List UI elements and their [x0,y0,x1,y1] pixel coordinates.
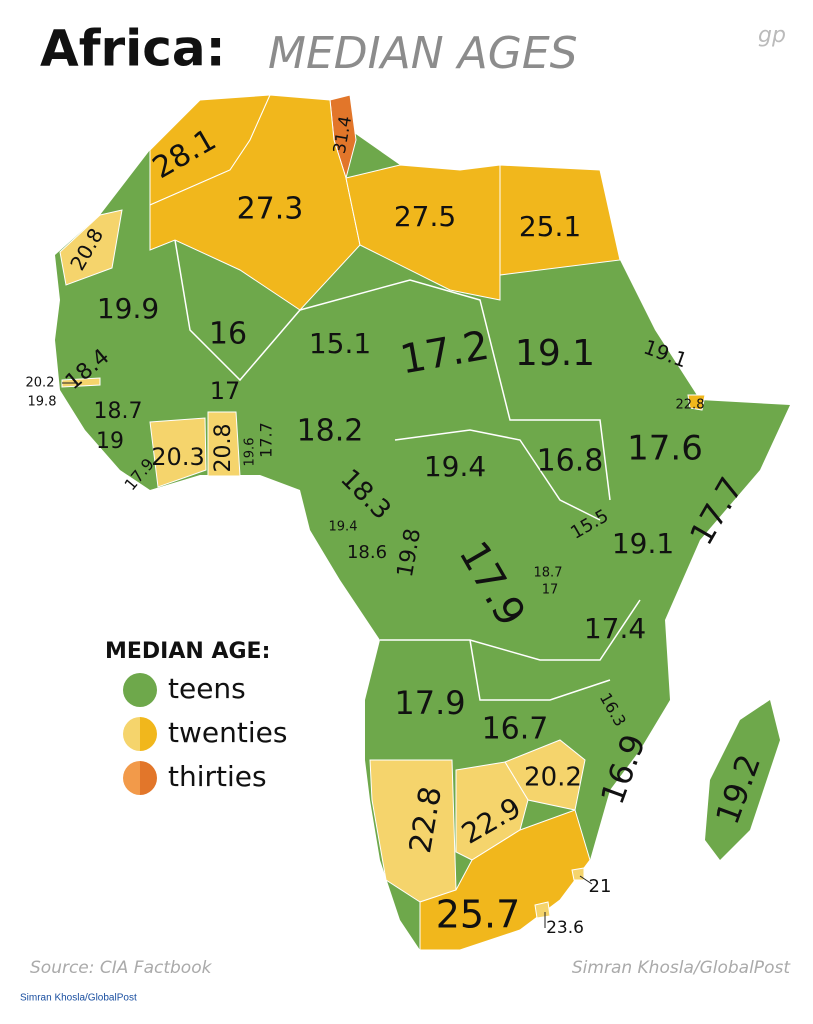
title: Africa: [40,20,226,78]
madagascar-outline [705,700,780,860]
region [419,809,591,951]
region-label: 17.9 [394,684,465,722]
leader-line [579,875,593,885]
region [571,867,585,881]
region-label: 19.6 [243,438,258,467]
credit: Simran Khosla/GlobalPost [572,958,791,978]
legend-swatch [123,717,140,751]
africa-outline [55,95,790,950]
border [394,429,601,521]
legend-label: thirties [168,760,267,793]
subtitle: MEDIAN AGES [268,28,578,79]
region-label: 19.4 [424,450,486,483]
legend-label: twenties [168,716,287,749]
region-label: 20.2 [524,763,582,793]
region-label: 17 [542,583,559,598]
legend-swatch [140,761,157,795]
landmass [55,94,790,951]
region-label: 16 [209,317,247,352]
region-label: 18.7 [94,399,143,424]
legend-swatch [123,673,157,707]
border [299,279,611,501]
caption: Simran Khosla/GlobalPost [20,993,137,1004]
region-label: 19.8 [28,395,57,410]
border [174,239,301,382]
region [534,901,551,919]
legend-title: MEDIAN AGE: [105,639,270,664]
region-label: 21 [589,876,612,897]
region-label: 16.7 [482,712,549,747]
legend: MEDIAN AGE: teens twenties thirties [105,639,287,795]
region-label: 20.8 [211,424,236,473]
region [687,394,706,411]
region-label: 18.6 [347,542,387,563]
region-label: 17.4 [584,612,646,645]
region-label: 25.7 [436,893,521,937]
legend-swatch [140,717,157,751]
region [149,417,207,488]
region-label: 27.3 [237,192,304,227]
region [499,164,621,276]
region-label: 25.1 [519,210,581,243]
region-label: 19.9 [97,292,159,325]
region [59,209,123,286]
region [207,411,241,477]
region-label: 19.1 [612,527,674,560]
region-label: 19 [96,429,124,454]
region-label: 15.1 [309,327,371,360]
region-label: 27.5 [394,200,456,233]
region-label: 16.8 [537,444,604,479]
region-label: 17 [210,377,241,405]
region-label: 19.1 [515,333,595,374]
region-label: 22.8 [676,398,705,413]
region-label: 20.2 [26,376,55,391]
border [380,599,641,661]
region-label: 17.6 [627,429,703,469]
region-label: 18.2 [297,414,364,449]
logo: gp [758,23,786,48]
region-label: 19.4 [329,520,358,535]
region-label: 23.6 [546,918,584,938]
legend-label: teens [168,672,246,705]
region-label: 20.3 [151,443,204,471]
region [61,377,101,388]
region-label: 17.7 [257,422,276,458]
source: Source: CIA Factbook [30,958,213,978]
border [469,639,611,701]
region-label: 18.7 [534,566,563,581]
legend-swatch [123,761,140,795]
